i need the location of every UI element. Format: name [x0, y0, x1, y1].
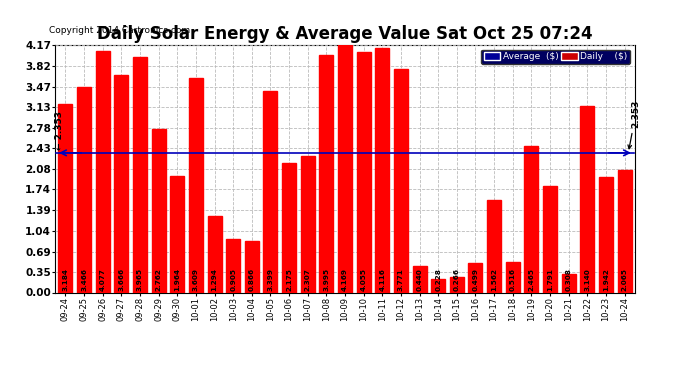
Text: 0.440: 0.440 — [417, 268, 422, 291]
Bar — [170, 176, 184, 292]
Bar — [245, 241, 259, 292]
Text: 2.465: 2.465 — [529, 268, 534, 291]
Text: 3.399: 3.399 — [268, 268, 273, 291]
Text: 3.995: 3.995 — [324, 268, 329, 291]
Text: 0.228: 0.228 — [435, 268, 441, 291]
Bar — [487, 200, 501, 292]
Text: 2.175: 2.175 — [286, 268, 292, 291]
Bar — [301, 156, 315, 292]
Text: 1.942: 1.942 — [603, 268, 609, 291]
Legend: Average  ($), Daily    ($): Average ($), Daily ($) — [481, 50, 630, 64]
Bar — [543, 186, 557, 292]
Text: 1.964: 1.964 — [175, 268, 180, 291]
Bar — [580, 106, 594, 292]
Text: 1.791: 1.791 — [547, 268, 553, 291]
Text: 2.307: 2.307 — [305, 268, 310, 291]
Bar — [357, 52, 371, 292]
Bar — [450, 277, 464, 292]
Text: 2.762: 2.762 — [156, 268, 161, 291]
Bar — [394, 69, 408, 292]
Bar — [208, 216, 221, 292]
Text: 3.771: 3.771 — [398, 268, 404, 291]
Text: 0.866: 0.866 — [249, 268, 255, 291]
Bar — [77, 87, 91, 292]
Bar — [524, 146, 538, 292]
Text: 3.965: 3.965 — [137, 268, 143, 291]
Bar — [562, 274, 575, 292]
Text: 1.294: 1.294 — [212, 268, 217, 291]
Bar — [152, 129, 166, 292]
Text: 2.065: 2.065 — [622, 268, 627, 291]
Text: 4.077: 4.077 — [100, 268, 106, 291]
Bar — [618, 170, 631, 292]
Text: 0.308: 0.308 — [566, 268, 571, 291]
Bar — [282, 164, 296, 292]
Text: 2.353: 2.353 — [628, 99, 640, 149]
Bar — [59, 104, 72, 292]
Text: Copyright 2014 Cartronics.com: Copyright 2014 Cartronics.com — [50, 26, 190, 35]
Bar — [133, 57, 147, 292]
Text: 3.184: 3.184 — [63, 268, 68, 291]
Bar — [599, 177, 613, 292]
Text: 0.499: 0.499 — [473, 268, 478, 291]
Bar — [226, 239, 240, 292]
Title: Daily Solar Energy & Average Value Sat Oct 25 07:24: Daily Solar Energy & Average Value Sat O… — [97, 26, 593, 44]
Bar — [431, 279, 445, 292]
Bar — [264, 91, 277, 292]
Bar — [338, 45, 352, 292]
Bar — [319, 56, 333, 292]
Bar — [189, 78, 203, 292]
Text: 4.169: 4.169 — [342, 268, 348, 291]
Bar — [115, 75, 128, 292]
Text: 3.140: 3.140 — [584, 268, 590, 291]
Text: 4.055: 4.055 — [361, 268, 366, 291]
Text: 3.609: 3.609 — [193, 268, 199, 291]
Bar — [413, 266, 426, 292]
Text: 4.116: 4.116 — [380, 268, 385, 291]
Bar — [96, 51, 110, 292]
Text: 3.466: 3.466 — [81, 268, 87, 291]
Text: 0.516: 0.516 — [510, 268, 515, 291]
Text: 1.562: 1.562 — [491, 268, 497, 291]
Bar — [506, 262, 520, 292]
Bar — [469, 263, 482, 292]
Text: 3.666: 3.666 — [119, 268, 124, 291]
Text: 0.266: 0.266 — [454, 268, 460, 291]
Text: 0.905: 0.905 — [230, 268, 236, 291]
Text: ← 2.353: ← 2.353 — [55, 111, 64, 150]
Bar — [375, 48, 389, 292]
